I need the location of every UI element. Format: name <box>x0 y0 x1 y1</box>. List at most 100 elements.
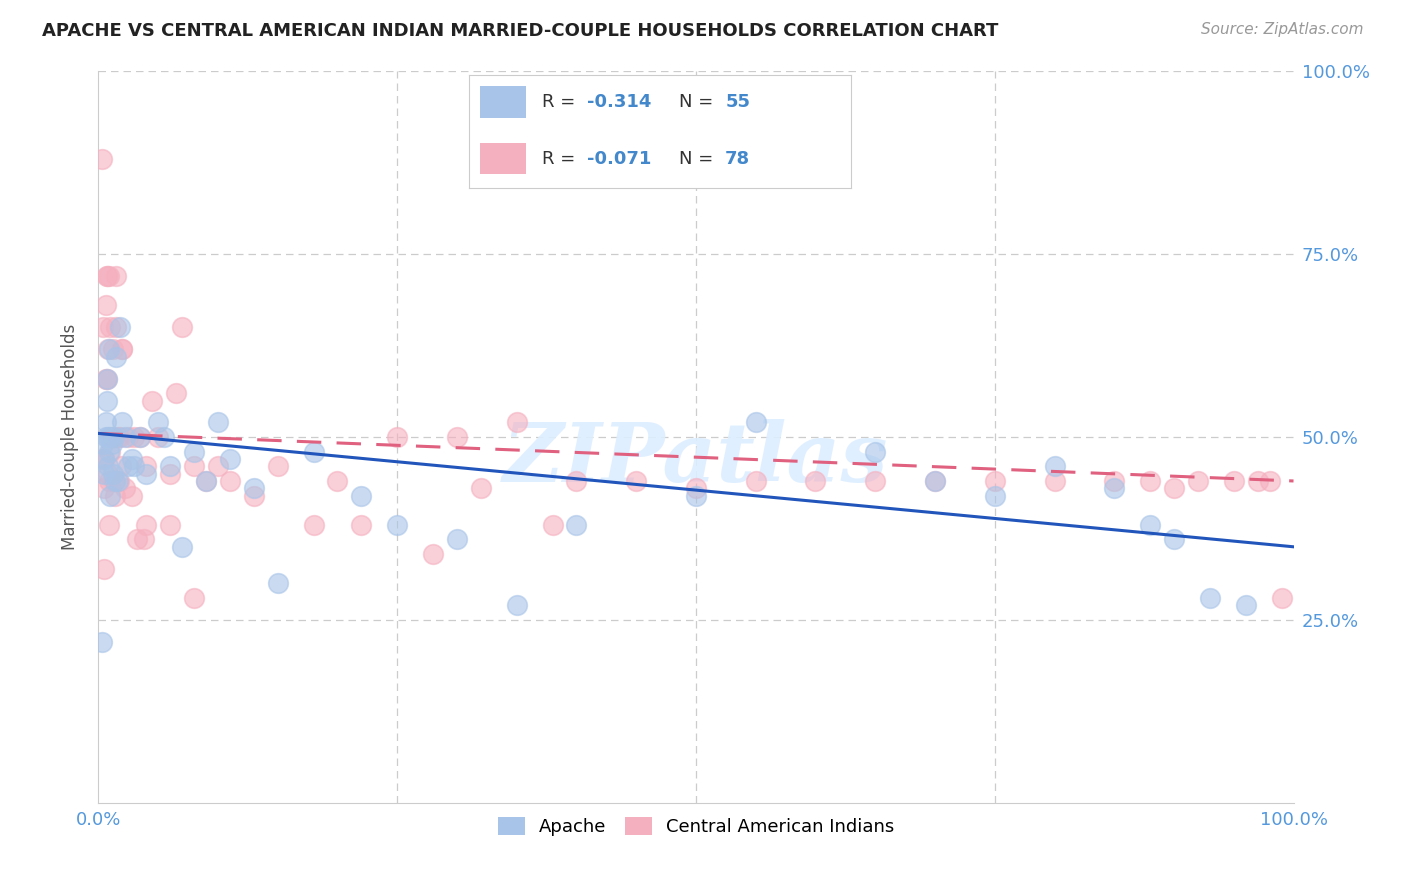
Point <box>1043 474 1066 488</box>
Point <box>1163 481 1185 495</box>
Point <box>207 416 229 430</box>
Point <box>153 430 176 444</box>
Point <box>135 517 157 532</box>
Point <box>1104 481 1126 495</box>
Point <box>626 474 648 488</box>
Point <box>91 320 114 334</box>
Point <box>125 533 148 547</box>
Point <box>104 474 127 488</box>
Point <box>121 452 143 467</box>
Point <box>302 444 325 458</box>
Point <box>98 517 121 532</box>
Point <box>446 430 468 444</box>
Point <box>91 152 114 166</box>
Point <box>91 452 114 467</box>
Point <box>506 599 529 613</box>
Point <box>267 576 290 591</box>
Point <box>108 430 131 444</box>
Point <box>96 269 118 284</box>
Point <box>165 386 187 401</box>
Point <box>98 489 122 503</box>
Point <box>114 481 136 495</box>
Point <box>865 444 887 458</box>
Point <box>91 635 114 649</box>
Point <box>96 371 118 385</box>
Point <box>183 459 205 474</box>
Point <box>422 547 444 561</box>
Point <box>98 430 122 444</box>
Point <box>219 474 242 488</box>
Point <box>219 452 242 467</box>
Point <box>107 430 129 444</box>
Point <box>101 343 124 357</box>
Point <box>103 430 125 444</box>
Point <box>107 474 129 488</box>
Point <box>93 452 115 467</box>
Point <box>565 474 588 488</box>
Point <box>100 430 122 444</box>
Point <box>98 444 121 458</box>
Point <box>129 430 152 444</box>
Point <box>148 430 170 444</box>
Point <box>107 474 129 488</box>
Point <box>172 540 194 554</box>
Point <box>105 269 128 284</box>
Point <box>98 444 122 458</box>
Point <box>104 489 127 503</box>
Point <box>94 430 117 444</box>
Point <box>110 459 132 474</box>
Point <box>195 474 218 488</box>
Point <box>93 481 115 495</box>
Point <box>1223 474 1246 488</box>
Point <box>91 437 114 451</box>
Y-axis label: Married-couple Households: Married-couple Households <box>60 324 79 550</box>
Point <box>94 371 117 385</box>
Point <box>93 467 115 481</box>
Point <box>183 591 205 605</box>
Point <box>98 320 122 334</box>
Text: ZIPatlas: ZIPatlas <box>503 419 889 499</box>
Point <box>1199 591 1222 605</box>
Point <box>94 298 117 312</box>
Point <box>446 533 468 547</box>
Point <box>1139 517 1161 532</box>
Point <box>98 343 121 357</box>
Point <box>924 474 946 488</box>
Point <box>1234 599 1257 613</box>
Text: APACHE VS CENTRAL AMERICAN INDIAN MARRIED-COUPLE HOUSEHOLDS CORRELATION CHART: APACHE VS CENTRAL AMERICAN INDIAN MARRIE… <box>42 22 998 40</box>
Point <box>111 343 134 357</box>
Point <box>385 430 409 444</box>
Point <box>1247 474 1270 488</box>
Point <box>243 481 266 495</box>
Point <box>350 517 373 532</box>
Point <box>159 459 181 474</box>
Point <box>326 474 349 488</box>
Point <box>124 459 146 474</box>
Point <box>1163 533 1185 547</box>
Point <box>114 430 136 444</box>
Point <box>1187 474 1209 488</box>
Point <box>350 489 373 503</box>
Point <box>111 416 134 430</box>
Point <box>195 474 218 488</box>
Point <box>97 459 120 474</box>
Point <box>135 467 157 481</box>
Point <box>159 467 181 481</box>
Point <box>541 517 564 532</box>
Point <box>984 489 1007 503</box>
Point <box>141 393 163 408</box>
Point <box>685 489 707 503</box>
Point <box>117 430 139 444</box>
Point <box>984 474 1007 488</box>
Point <box>506 416 529 430</box>
Point <box>865 474 887 488</box>
Point <box>98 269 121 284</box>
Point <box>1258 474 1281 488</box>
Point <box>132 533 155 547</box>
Point <box>94 416 117 430</box>
Point <box>207 459 229 474</box>
Point <box>148 416 170 430</box>
Point <box>124 430 146 444</box>
Point <box>103 474 125 488</box>
Point <box>100 437 122 451</box>
